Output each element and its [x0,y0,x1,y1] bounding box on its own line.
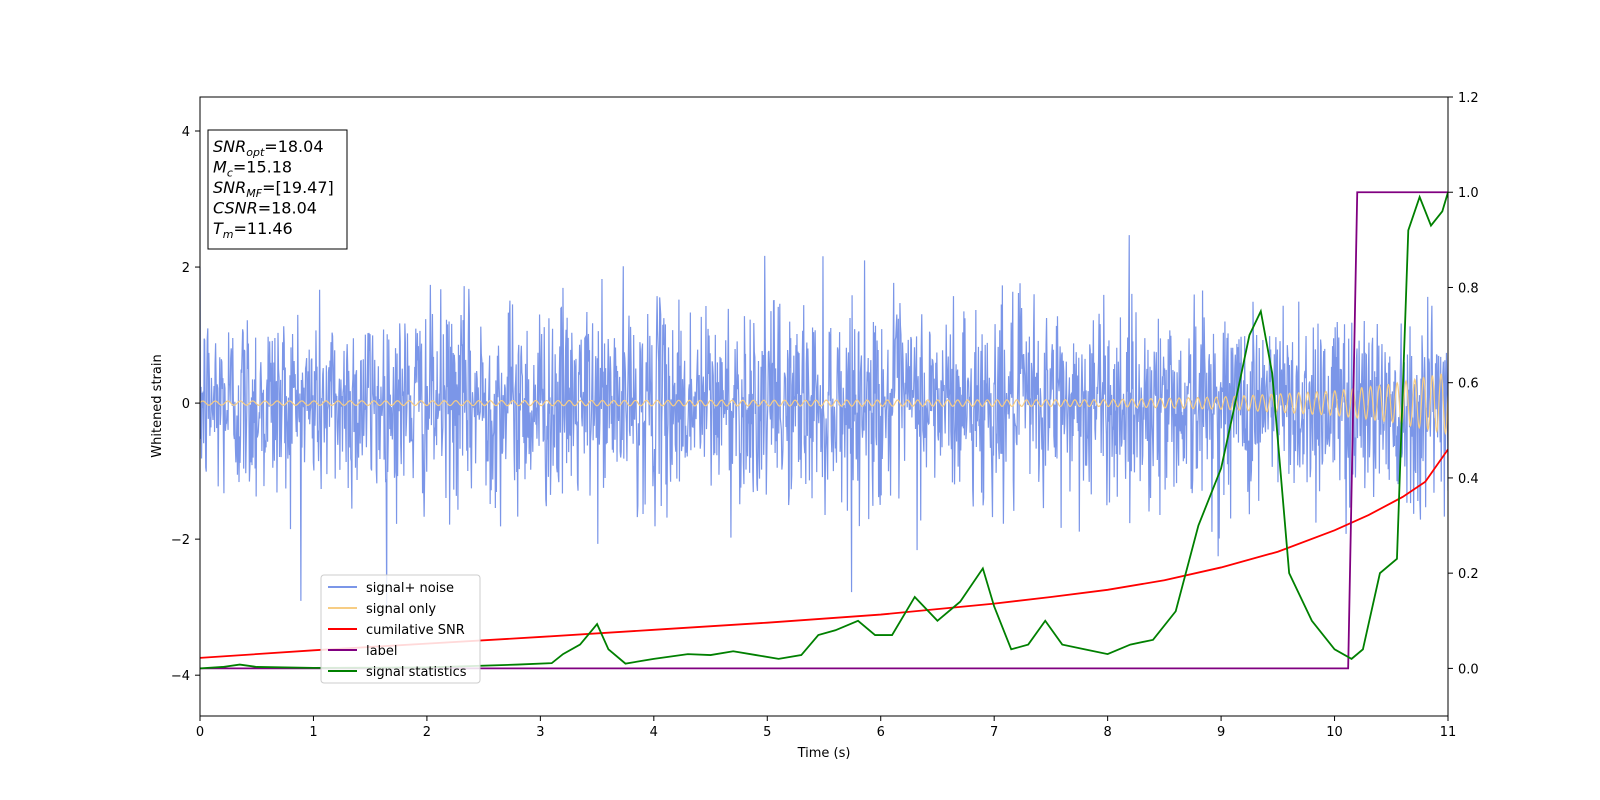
info-box: SNRopt=18.04Mc=15.18SNRMF=[19.47]CSNR=18… [207,129,348,250]
legend-entry-label: label [366,644,397,659]
x-tick-label: 3 [536,725,544,740]
legend: signal+ noise signal only cumilative SNR la… [320,574,481,684]
x-tick-label: 10 [1326,725,1343,740]
x-tick-label: 4 [650,725,658,740]
y-left-tick-label: 4 [182,125,190,140]
legend-entry-label: signal only [366,602,436,617]
series-signal-statistics-line [200,191,1448,670]
y-right-tick-label: 0.8 [1458,281,1479,296]
x-tick-label: 5 [763,725,771,740]
legend-frame [320,574,481,684]
x-tick-label: 1 [309,725,317,740]
series-cumilative-snr-line [200,448,1448,659]
plot-series-layer [200,191,1448,670]
series-label-line [200,191,1448,670]
y-left-tick-label: 0 [182,397,190,412]
info-box-line: Tm=11.46 [213,219,293,241]
info-box-frame [207,129,348,250]
y-right-tick-label: 0.4 [1458,472,1479,487]
y-left-tick-label: 2 [182,261,190,276]
y-left-tick-label: −2 [171,533,190,548]
info-box-line: SNRMF=[19.47] [213,178,334,200]
x-tick-label: 8 [1103,725,1111,740]
y-right-tick-label: 0.0 [1458,662,1479,677]
x-tick-label: 7 [990,725,998,740]
y-left-tick-label: −4 [171,669,190,684]
x-axis-ticks: 0 1 2 3 4 5 6 7 8 9 10 11 [196,716,1456,740]
legend-entry-label: cumilative SNR [366,623,465,638]
y-axis-label: Whitened strain [150,354,165,457]
series-signal-only-line [200,373,1448,436]
y-right-tick-label: 1.0 [1458,186,1479,201]
y-right-tick-label: 1.2 [1458,91,1479,106]
x-axis-label: Time (s) [797,746,851,761]
info-box-line: SNRopt=18.04 [213,137,324,159]
info-box-line: CSNR=18.04 [213,199,317,218]
series-signal-noise-line [200,235,1448,609]
x-tick-label: 2 [423,725,431,740]
y-left-axis-ticks: 4 2 0 −2 −4 [171,125,200,684]
x-tick-label: 0 [196,725,204,740]
plot-frame [199,96,1449,717]
x-tick-label: 6 [877,725,885,740]
info-box-line: Mc=15.18 [213,158,292,180]
y-right-axis-ticks: 1.2 1.0 0.8 0.6 0.4 0.2 0.0 [1448,91,1479,677]
y-right-tick-label: 0.2 [1458,567,1479,582]
legend-entry-label: signal+ noise [366,581,454,596]
x-tick-label: 11 [1440,725,1457,740]
legend-entry-label: signal statistics [366,665,467,680]
y-right-tick-label: 0.6 [1458,377,1479,392]
x-tick-label: 9 [1217,725,1225,740]
